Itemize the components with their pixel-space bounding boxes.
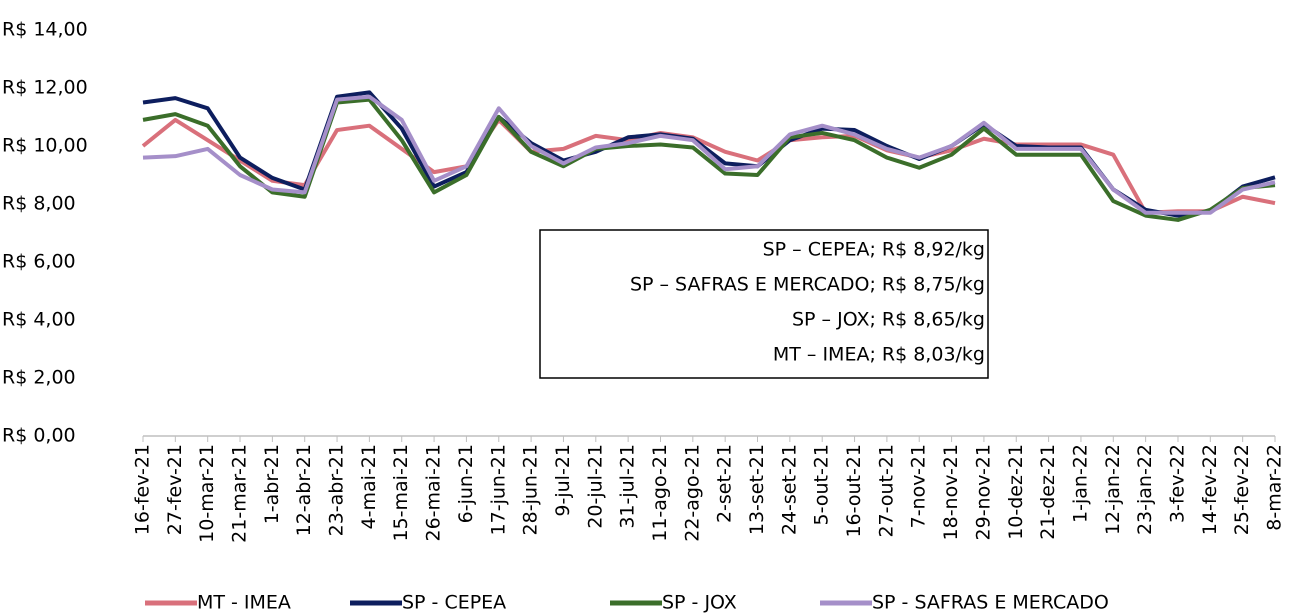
x-tick-label: 24-set-21 [778, 444, 800, 535]
x-tick-label: 5-out-21 [811, 444, 833, 525]
x-tick-label: 29-nov-21 [972, 444, 994, 540]
x-tick-label: 27-fev-21 [164, 444, 186, 535]
annotation: SP – CEPEA; R$ 8,92/kg [763, 239, 985, 261]
series-line [142, 97, 1276, 222]
y-tick-label: R$ 2,00 [2, 367, 76, 389]
x-tick-label: 31-jul-21 [617, 444, 639, 529]
x-tick-label: 4-mai-21 [358, 444, 380, 529]
x-tick-label: 13-set-21 [746, 444, 768, 535]
y-tick-label: R$ 0,00 [2, 425, 76, 447]
x-tick-label: 21-dez-21 [1037, 444, 1059, 540]
y-tick-label: R$ 6,00 [2, 251, 76, 273]
x-tick-label: 23-jan-22 [1134, 444, 1156, 535]
x-tick-label: 26-mai-21 [423, 444, 445, 542]
y-tick-label: R$ 8,00 [2, 193, 76, 215]
x-tick-label: 12-jan-22 [1102, 444, 1124, 535]
series-line [142, 94, 1276, 215]
x-tick-label: 10-mar-21 [196, 444, 218, 543]
legend-label: SP - JOX [662, 592, 737, 614]
x-tick-label: 20-jul-21 [584, 444, 606, 529]
x-tick-label: 21-mar-21 [229, 444, 251, 543]
annotation: SP – JOX; R$ 8,65/kg [792, 309, 985, 331]
x-tick-label: 10-dez-21 [1005, 444, 1027, 540]
x-tick-label: 7-nov-21 [908, 444, 930, 528]
y-tick-label: R$ 14,00 [2, 19, 88, 41]
x-tick-label: 11-ago-21 [649, 444, 671, 542]
y-tick-label: R$ 12,00 [2, 77, 88, 99]
x-tick-label: 12-abr-21 [293, 444, 315, 536]
x-tick-label: 16-out-21 [843, 444, 865, 538]
x-tick-label: 27-out-21 [875, 444, 897, 538]
legend-label: MT - IMEA [197, 592, 291, 614]
x-tick-label: 1-abr-21 [261, 444, 283, 524]
series-line [141, 117, 1276, 215]
x-tick-label: 3-fev-22 [1166, 444, 1188, 523]
y-tick-label: R$ 4,00 [2, 309, 76, 331]
x-tick-label: 22-ago-21 [681, 444, 703, 542]
x-tick-label: 16-fev-21 [132, 444, 154, 535]
x-tick-label: 15-mai-21 [390, 444, 412, 542]
annotation-box [539, 229, 989, 379]
x-tick-label: 28-jun-21 [520, 444, 542, 535]
x-tick-label: 25-fev-22 [1231, 444, 1253, 535]
legend-label: SP - CEPEA [402, 592, 506, 614]
x-tick-label: 1-jan-22 [1069, 444, 1091, 523]
x-tick-label: 8-mar-22 [1264, 444, 1286, 531]
x-tick-label: 18-nov-21 [940, 444, 962, 540]
annotation: SP – SAFRAS E MERCADO; R$ 8,75/kg [630, 274, 985, 296]
y-tick-label: R$ 10,00 [2, 135, 88, 157]
x-tick-label: 14-fev-22 [1199, 444, 1221, 535]
x-tick-label: 6-jun-21 [455, 444, 477, 523]
legend-label: SP - SAFRAS E MERCADO [872, 592, 1109, 614]
x-tick-label: 2-set-21 [714, 444, 736, 523]
annotation: MT – IMEA; R$ 8,03/kg [773, 344, 985, 366]
x-tick-label: 17-jun-21 [487, 444, 509, 535]
x-tick-label: 9-jul-21 [552, 444, 574, 517]
x-tick-label: 23-abr-21 [326, 444, 348, 536]
